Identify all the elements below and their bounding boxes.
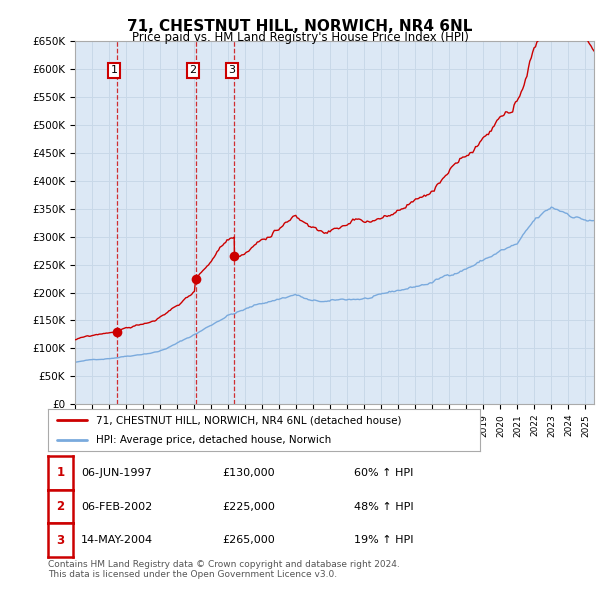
Text: 2: 2 [190, 65, 197, 76]
Text: 06-JUN-1997: 06-JUN-1997 [81, 468, 152, 478]
Text: £265,000: £265,000 [222, 535, 275, 545]
Text: 3: 3 [229, 65, 235, 76]
Text: 1: 1 [110, 65, 118, 76]
Text: 71, CHESTNUT HILL, NORWICH, NR4 6NL: 71, CHESTNUT HILL, NORWICH, NR4 6NL [127, 19, 473, 34]
Text: 2: 2 [56, 500, 65, 513]
Text: 19% ↑ HPI: 19% ↑ HPI [354, 535, 413, 545]
Text: Price paid vs. HM Land Registry's House Price Index (HPI): Price paid vs. HM Land Registry's House … [131, 31, 469, 44]
Text: £225,000: £225,000 [222, 502, 275, 512]
Text: 3: 3 [56, 533, 65, 547]
Text: £130,000: £130,000 [222, 468, 275, 478]
Text: 60% ↑ HPI: 60% ↑ HPI [354, 468, 413, 478]
Text: 14-MAY-2004: 14-MAY-2004 [81, 535, 153, 545]
Text: 06-FEB-2002: 06-FEB-2002 [81, 502, 152, 512]
Text: 48% ↑ HPI: 48% ↑ HPI [354, 502, 413, 512]
Text: HPI: Average price, detached house, Norwich: HPI: Average price, detached house, Norw… [95, 435, 331, 445]
Text: 71, CHESTNUT HILL, NORWICH, NR4 6NL (detached house): 71, CHESTNUT HILL, NORWICH, NR4 6NL (det… [95, 415, 401, 425]
Text: Contains HM Land Registry data © Crown copyright and database right 2024.
This d: Contains HM Land Registry data © Crown c… [48, 560, 400, 579]
Text: 1: 1 [56, 466, 65, 480]
